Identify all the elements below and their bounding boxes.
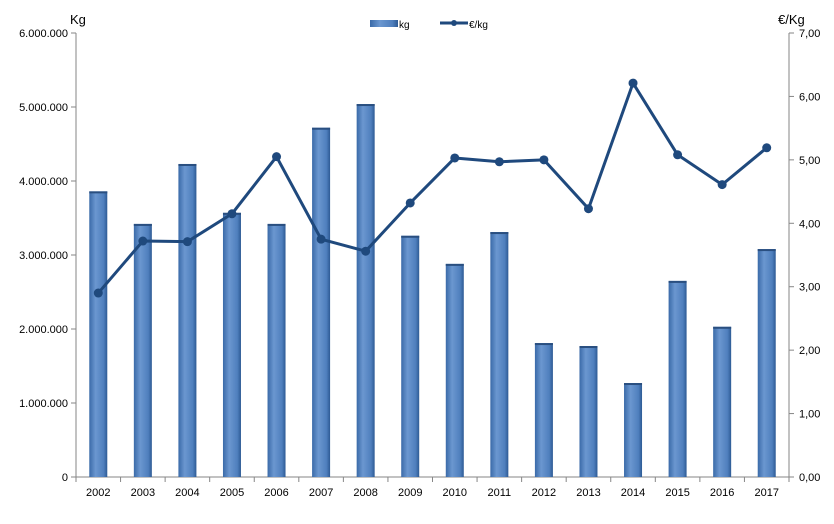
bar-2016: [713, 326, 732, 477]
y-tick-label: 1.000.000: [19, 398, 68, 410]
bar-2004: [178, 163, 197, 478]
bar-top-2012: [534, 343, 553, 346]
bar-top-2003: [133, 223, 152, 226]
bar-top-2011: [490, 232, 509, 235]
legend-marker: [451, 20, 457, 26]
legend-label-kg: kg: [399, 20, 410, 31]
bar-top-2009: [401, 235, 420, 238]
x-tick-label: 2017: [754, 487, 778, 499]
y-axis-title: Kg: [70, 12, 86, 27]
price-point-2007: [316, 234, 326, 244]
y-tick-label: 3.000.000: [19, 250, 68, 262]
bar-2002: [89, 191, 108, 478]
bar-top-2014: [624, 383, 643, 386]
price-point-2003: [138, 236, 148, 246]
bar-2010: [445, 263, 464, 477]
price-point-2008: [361, 246, 371, 256]
x-tick-label: 2009: [398, 487, 422, 499]
legend-swatch-kg: [370, 20, 398, 27]
x-tick-label: 2007: [309, 487, 333, 499]
price-point-2017: [762, 143, 772, 153]
x-tick-label: 2010: [443, 487, 467, 499]
price-point-2013: [583, 204, 593, 214]
x-tick-label: 2008: [353, 487, 377, 499]
bar-top-2016: [713, 326, 732, 329]
price-point-2011: [494, 157, 504, 167]
bar-top-2015: [668, 280, 687, 283]
bar-2012: [534, 343, 553, 477]
bar-2017: [757, 249, 776, 477]
price-point-2016: [717, 180, 727, 190]
bar-top-2013: [579, 346, 598, 349]
price-point-2014: [628, 78, 638, 88]
bar-2007: [312, 127, 331, 477]
bar-top-2008: [356, 104, 375, 107]
y-tick-label: 4.000.000: [19, 176, 68, 188]
x-tick-label: 2014: [621, 487, 645, 499]
y-tick-label: 2.000.000: [19, 324, 68, 336]
price-point-2005: [227, 209, 237, 219]
bar-2005: [222, 212, 241, 477]
bar-top-2010: [445, 263, 464, 266]
bar-2003: [133, 223, 152, 477]
price-line: [97, 81, 768, 295]
x-tick-label: 2006: [264, 487, 288, 499]
y2-tick-label: 7,00: [799, 28, 820, 40]
y-tick-label: 5.000.000: [19, 102, 68, 114]
bar-2015: [668, 280, 687, 477]
y2-tick-label: 2,00: [799, 345, 820, 357]
bar-2006: [267, 223, 286, 477]
x-tick-label: 2002: [86, 487, 110, 499]
y2-axis-title: €/Kg: [778, 12, 805, 27]
price-point-2004: [182, 237, 192, 247]
x-tick-label: 2005: [220, 487, 244, 499]
y2-tick-label: 1,00: [799, 409, 820, 421]
price-point-2015: [673, 150, 683, 160]
y2-tick-label: 4,00: [799, 218, 820, 230]
x-tick-label: 2013: [576, 487, 600, 499]
price-point-2009: [405, 198, 415, 208]
bar-2011: [490, 232, 509, 477]
y-tick-label: 0: [62, 472, 68, 484]
bar-top-2002: [89, 191, 108, 194]
price-point-2002: [93, 288, 103, 298]
y2-tick-label: 5,00: [799, 155, 820, 167]
bar-2009: [401, 235, 420, 477]
x-tick-label: 2004: [175, 487, 199, 499]
x-tick-label: 2016: [710, 487, 734, 499]
x-tick-label: 2003: [131, 487, 155, 499]
bar-2013: [579, 346, 598, 477]
y2-tick-label: 3,00: [799, 282, 820, 294]
legend: kg €/kg: [370, 20, 488, 31]
y-tick-label: 6.000.000: [19, 28, 68, 40]
bar-top-2004: [178, 163, 197, 166]
bar-2014: [624, 383, 643, 477]
legend-label-eur-kg: €/kg: [469, 20, 488, 31]
bar-top-2007: [312, 127, 331, 130]
x-tick-label: 2015: [665, 487, 689, 499]
y2-tick-label: 0,00: [799, 472, 820, 484]
y2-tick-label: 6,00: [799, 91, 820, 103]
bar-2008: [356, 104, 375, 477]
price-point-2010: [450, 153, 460, 163]
price-point-2012: [539, 155, 549, 165]
bar-top-2006: [267, 223, 286, 226]
bar-top-2017: [757, 249, 776, 252]
price-point-2006: [272, 152, 282, 162]
x-tick-label: 2011: [488, 487, 512, 499]
x-tick-label: 2012: [532, 487, 556, 499]
